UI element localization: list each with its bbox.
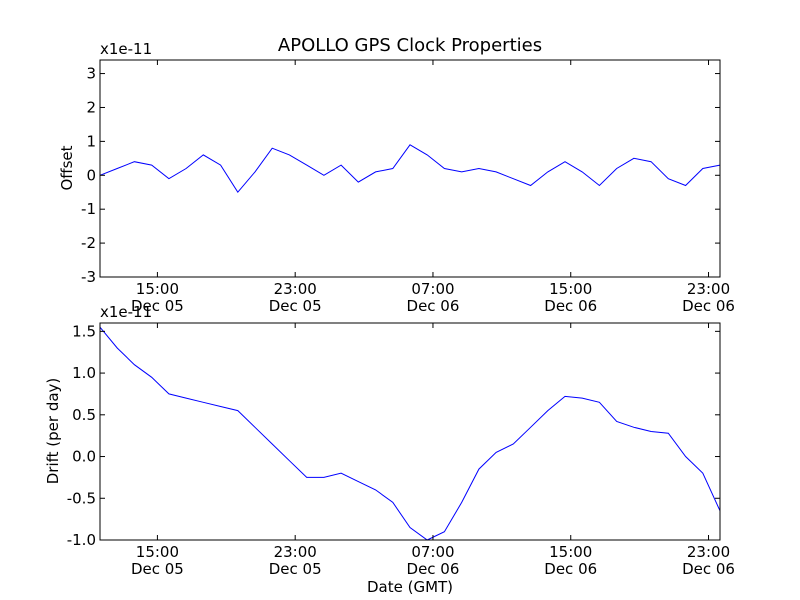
- drift-x-tick-time-label: 07:00: [411, 543, 454, 561]
- drift-x-tick-date-label: Dec 05: [131, 560, 184, 578]
- offset-y-tick-label: 2: [86, 98, 96, 116]
- offset-y-ticks: -3 -2 -1 0 1 2 3: [81, 65, 720, 286]
- drift-y-tick-label: 0.5: [72, 406, 96, 424]
- drift-series-line: [99, 326, 721, 541]
- offset-axes-border: [99, 59, 721, 278]
- drift-x-axis-label: Date (GMT): [367, 578, 453, 596]
- drift-x-tick-time-label: 23:00: [687, 543, 730, 561]
- offset-x-tick-time-label: 07:00: [411, 280, 454, 298]
- offset-y-tick-label: 0: [86, 166, 96, 184]
- drift-x-tick-date-label: Dec 05: [269, 560, 322, 578]
- offset-axes-frame: [99, 59, 721, 278]
- offset-series-line: [99, 144, 721, 194]
- drift-y-tick-label: 0.0: [72, 448, 96, 466]
- offset-x-tick-time-label: 23:00: [687, 280, 730, 298]
- offset-x-tick-time-label: 15:00: [136, 280, 179, 298]
- offset-x-tick-date-label: Dec 06: [544, 297, 597, 315]
- drift-x-tick-date-label: Dec 06: [682, 560, 735, 578]
- drift-y-tick-label: 1.0: [72, 364, 96, 382]
- drift-axes-frame: [99, 322, 721, 541]
- offset-y-tick-label: 1: [86, 132, 96, 150]
- offset-y-tick-label: -2: [81, 234, 96, 252]
- drift-y-tick-label: -1.0: [67, 531, 96, 549]
- offset-y-tick-label: -3: [81, 268, 96, 286]
- drift-x-tick-time-label: 23:00: [274, 543, 317, 561]
- drift-y-tick-label: 1.5: [72, 322, 96, 340]
- offset-scale-label: x1e-11: [100, 40, 152, 58]
- offset-x-tick-date-label: Dec 06: [407, 297, 460, 315]
- offset-y-tick-label: 3: [86, 65, 96, 83]
- offset-gridless-frame: [99, 59, 721, 278]
- drift-scale-label: x1e-11: [100, 303, 152, 321]
- drift-y-tick-label: -0.5: [67, 489, 96, 507]
- drift-y-axis-label: Drift (per day): [44, 378, 62, 485]
- offset-x-tick-date-label: Dec 05: [131, 297, 184, 315]
- drift-x-tick-time-label: 15:00: [136, 543, 179, 561]
- drift-x-tick-date-label: Dec 06: [544, 560, 597, 578]
- offset-y-axis-label: Offset: [58, 145, 76, 190]
- drift-x-tick-date-label: Dec 06: [407, 560, 460, 578]
- drift-y-ticks: -1.0 -0.5 0.0 0.5 1.0 1.5: [67, 322, 720, 549]
- drift-x-tick-time-label: 15:00: [549, 543, 592, 561]
- offset-x-tick-date-label: Dec 06: [682, 297, 735, 315]
- offset-x-tick-date-label: Dec 05: [269, 297, 322, 315]
- chart-title: APOLLO GPS Clock Properties: [278, 35, 542, 56]
- offset-y-tick-label: -1: [81, 200, 96, 218]
- offset-x-tick-time-label: 23:00: [274, 280, 317, 298]
- offset-x-tick-time-label: 15:00: [549, 280, 592, 298]
- drift-axes-border: [99, 322, 721, 541]
